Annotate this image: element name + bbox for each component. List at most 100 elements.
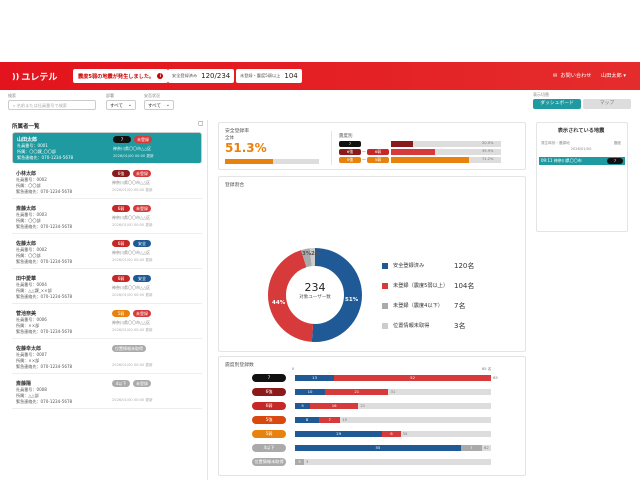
axis-min-label: 0 [292, 367, 295, 371]
bar-segment: 10 [295, 389, 326, 395]
bar-chart-title: 震度別登録数 [225, 363, 254, 368]
axis-max-label: 65 名 [482, 367, 492, 371]
dept-select[interactable]: すべて ⌄ [106, 100, 136, 110]
donut-label-unregistered: 44% [272, 300, 286, 306]
member-name: 田中愛華 [16, 276, 37, 282]
bar-category-label: 6弱 [252, 402, 286, 410]
panel-divider [207, 120, 208, 480]
top-bar: )) ユレテル 震度5弱の地震が発生しました。 i 安全登録済み 120/234 未登… [0, 62, 640, 90]
status-select[interactable]: すべて ⌄ [144, 100, 174, 110]
member-list-title: 所属者一覧 [12, 124, 40, 130]
member-list-item[interactable]: 小林太郎 社員番号：0002 所属：〇〇部 緊急連絡先：070-1234-5678 6強… [12, 167, 202, 199]
search-input[interactable]: ⌕ 名前または社員番号で検索 [8, 100, 96, 110]
bar-segment: 29 [295, 431, 383, 437]
quake-row[interactable]: 09:11 神奈川県〇〇市 7 [539, 157, 625, 165]
signal-icon: )) [12, 72, 20, 81]
registration-donut [268, 248, 362, 342]
dashboard-tab[interactable]: ダッシュボード [533, 99, 581, 109]
member-name: 佐藤幸太郎 [16, 346, 42, 352]
bar-row: 位置情報未取得 3 3 [252, 458, 502, 466]
member-name: 斎藤陽 [16, 381, 32, 387]
status-badge: 未登録 [133, 205, 151, 212]
intensity-badge: 5弱 [112, 310, 130, 317]
map-tab[interactable]: マップ [583, 99, 631, 109]
bar-segment: 16 [310, 403, 359, 409]
intensity-badge: 6強 [112, 170, 130, 177]
stat-safe-registered: 安全登録済み 120/234 [168, 69, 235, 83]
filter-bar: 検索 ⌕ 名前または社員番号で検索 部署 すべて ⌄ 安否状況 すべて ⌄ [8, 93, 188, 115]
member-list-item[interactable]: 斎藤陽 社員番号：0008 所属：△△部 緊急連絡先：070-1234-5678 4以下… [12, 377, 202, 409]
earthquake-alert[interactable]: 震度5弱の地震が発生しました。 i [73, 69, 169, 83]
bar-segment: 6 [382, 431, 401, 437]
app-frame: )) ユレテル 震度5弱の地震が発生しました。 i 安全登録済み 120/234 未登… [0, 62, 640, 480]
bar-category-label: 4以下 [252, 444, 286, 452]
user-menu[interactable]: 山田太郎 ▾ [601, 73, 627, 79]
member-name: 小林太郎 [16, 171, 37, 177]
member-list-item[interactable]: 山田太郎 社員番号：0001 所属：〇〇課_〇〇部 緊急連絡先：070-1234-56… [12, 132, 202, 164]
status-badge: 安全 [133, 275, 151, 282]
safety-rate-bar [225, 159, 319, 164]
registration-ratio-card: 登録割合 [218, 176, 526, 352]
member-list-panel: 所属者一覧 ▢ 山田太郎 社員番号：0001 所属：〇〇課_〇〇部 緊急連絡先：070… [8, 120, 204, 472]
member-name: 菅池奈美 [16, 311, 37, 317]
safety-rate-value: 51.3% [225, 141, 267, 155]
app-logo[interactable]: )) ユレテル [12, 70, 57, 83]
donut-label-minor: 3% [302, 251, 312, 257]
member-list-item[interactable]: 佐藤太郎 社員番号：0002 所属：〇〇部 緊急連絡先：070-1234-5678 6弱… [12, 237, 202, 269]
member-name: 山田太郎 [17, 137, 38, 143]
contact-link[interactable]: ✉ お問い合わせ [553, 72, 592, 80]
bar-segment: 55 [295, 445, 461, 451]
status-badge: 未登録 [133, 380, 151, 387]
intensity-rate-row: 5強〜 5弱 71.2% [339, 157, 519, 163]
bar-total: 31 [390, 389, 396, 394]
bar-category-label: 5弱 [252, 430, 286, 438]
safety-rate-card: 安全登録率 全体 51.3% 震度別 7 20.0% 6強〜 6弱 39.9% 5強〜 5弱… [218, 122, 526, 170]
intensity-badge: 6弱 [112, 240, 130, 247]
legend-item: 位置情報未取得 3名 [382, 322, 482, 330]
chevron-down-icon: ⌄ [165, 102, 170, 108]
collapse-panel-icon[interactable]: ▢ [198, 120, 204, 127]
bar-row: 6強 10 21 31 [252, 388, 502, 396]
legend-item: 未登録（震度4以下） 7名 [382, 302, 482, 310]
bar-category-label: 5強 [252, 416, 286, 424]
donut-center: 234 対象ユーザー数 [299, 281, 331, 300]
legend-item: 未登録（震度5弱以上） 104名 [382, 282, 482, 290]
member-list-item[interactable]: 斎藤太郎 社員番号：0003 所属：〇〇部 緊急連絡先：070-1234-5678 6弱… [12, 202, 202, 234]
bar-category-label: 位置情報未取得 [252, 458, 286, 466]
view-switch: 表示切替 ダッシュボード マップ [533, 92, 631, 109]
bar-row: 5弱 29 6 35 [252, 430, 502, 438]
bar-total: 15 [342, 417, 348, 422]
displayed-quake-card: 表示されている地震 発生時刻・震源地 震度 2026/01/00 09:11 神奈… [536, 122, 628, 232]
intensity-badge: 7 [113, 136, 131, 143]
chevron-down-icon: ⌄ [127, 102, 132, 108]
info-icon[interactable]: i [157, 73, 164, 79]
alert-text: 震度5弱の地震が発生しました。 [78, 73, 155, 80]
member-list-item[interactable]: 菅池奈美 社員番号：0006 所属：××部 緊急連絡先：070-1234-5678 5弱… [12, 307, 202, 339]
search-icon: ⌕ [13, 103, 17, 108]
member-name: 斎藤太郎 [16, 206, 37, 212]
member-list-item[interactable]: 佐藤幸太郎 社員番号：0007 所属：××部 緊急連絡先：070-1234-5678 位… [12, 342, 202, 374]
bar-segment: 7 [319, 417, 341, 423]
donut-label-safe: 51% [345, 297, 359, 303]
bar-row: 5強 8 7 15 [252, 416, 502, 424]
bar-total: 65 [493, 375, 498, 380]
intensity-badge: 4以下 [112, 380, 130, 387]
bar-category-label: 7 [252, 374, 286, 382]
status-badge: 未登録 [133, 310, 151, 317]
donut-label-no-location: 2% [311, 251, 321, 257]
bar-segment: 5 [295, 403, 311, 409]
bar-segment: 7 [460, 445, 482, 451]
bar-row: 4以下 55 7 62 [252, 444, 502, 452]
bar-total: 62 [483, 445, 489, 450]
intensity-rate-row: 6強〜 6弱 39.9% [339, 149, 519, 155]
bar-total: 35 [402, 431, 408, 436]
member-list-item[interactable]: 田中愛華 社員番号：0004 所属：△△課_××部 緊急連絡先：070-1234-56… [12, 272, 202, 304]
bar-total: 3 [306, 459, 309, 464]
mail-icon: ✉ [553, 72, 558, 79]
intensity-badge: 6弱 [112, 275, 130, 282]
donut-slice-no-location [268, 248, 362, 342]
bar-segment: 3 [295, 459, 305, 465]
bar-segment: 13 [295, 375, 335, 381]
bar-segment: 52 [334, 375, 491, 381]
intensity-badge: 6弱 [112, 205, 130, 212]
